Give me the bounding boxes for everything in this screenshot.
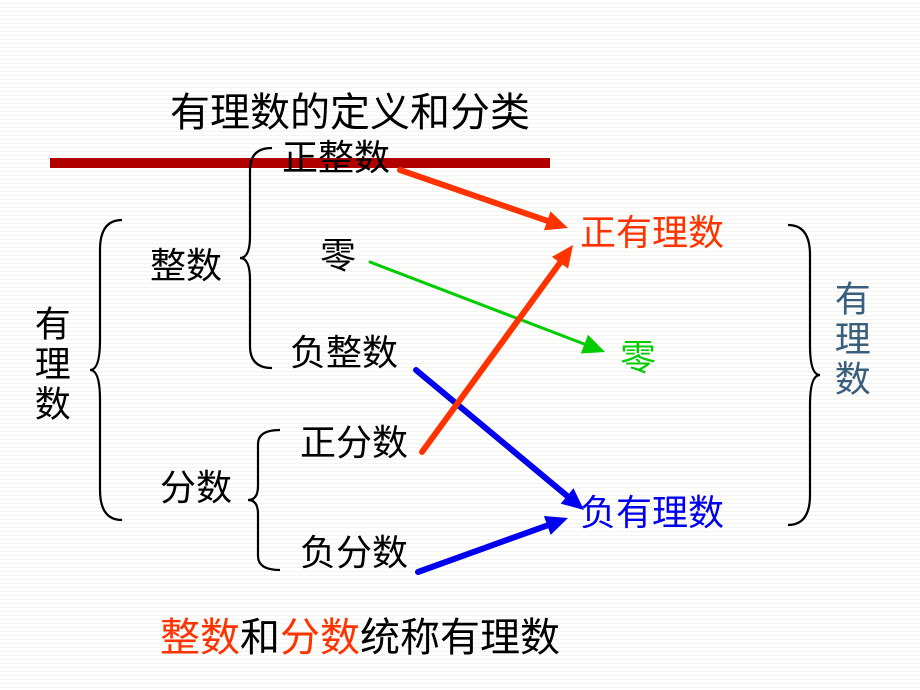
leaf-neg-frac: 负分数 <box>300 535 408 573</box>
arrow-head <box>552 245 573 269</box>
bottom-part-1: 和 <box>240 615 280 660</box>
arrow-line <box>422 263 560 452</box>
leaf-zero: 零 <box>320 238 356 276</box>
bottom-part-0: 整数 <box>160 615 240 660</box>
leaf-neg-int: 负整数 <box>290 335 398 373</box>
right-neg-rational: 负有理数 <box>580 495 724 533</box>
mid-integer-label: 整数 <box>150 248 222 286</box>
arrow-line <box>400 170 547 221</box>
arrow-line <box>416 370 567 496</box>
right-zero: 零 <box>620 340 656 378</box>
arrow-line <box>370 262 584 344</box>
brace-root_left <box>90 220 122 520</box>
mid-fraction-label: 分数 <box>160 470 232 508</box>
bottom-summary: 整数和分数统称有理数 <box>160 605 560 663</box>
arrow-line <box>418 525 547 572</box>
arrow-head <box>544 211 568 230</box>
brace-integer <box>240 148 272 368</box>
leaf-pos-frac: 正分数 <box>300 425 408 463</box>
brace-fraction <box>248 430 280 570</box>
arrow-head <box>581 335 605 354</box>
root-right-label: 有理数 <box>830 280 868 400</box>
right-pos-rational: 正有理数 <box>580 215 724 253</box>
arrow-head <box>544 516 568 535</box>
brace-root_right <box>788 225 820 525</box>
root-left-label: 有理数 <box>30 305 68 425</box>
slide-title: 有理数的定义和分类 <box>170 80 530 138</box>
bottom-part-3: 统称有理数 <box>360 615 560 660</box>
bottom-part-2: 分数 <box>280 615 360 660</box>
leaf-pos-int: 正整数 <box>282 140 390 178</box>
